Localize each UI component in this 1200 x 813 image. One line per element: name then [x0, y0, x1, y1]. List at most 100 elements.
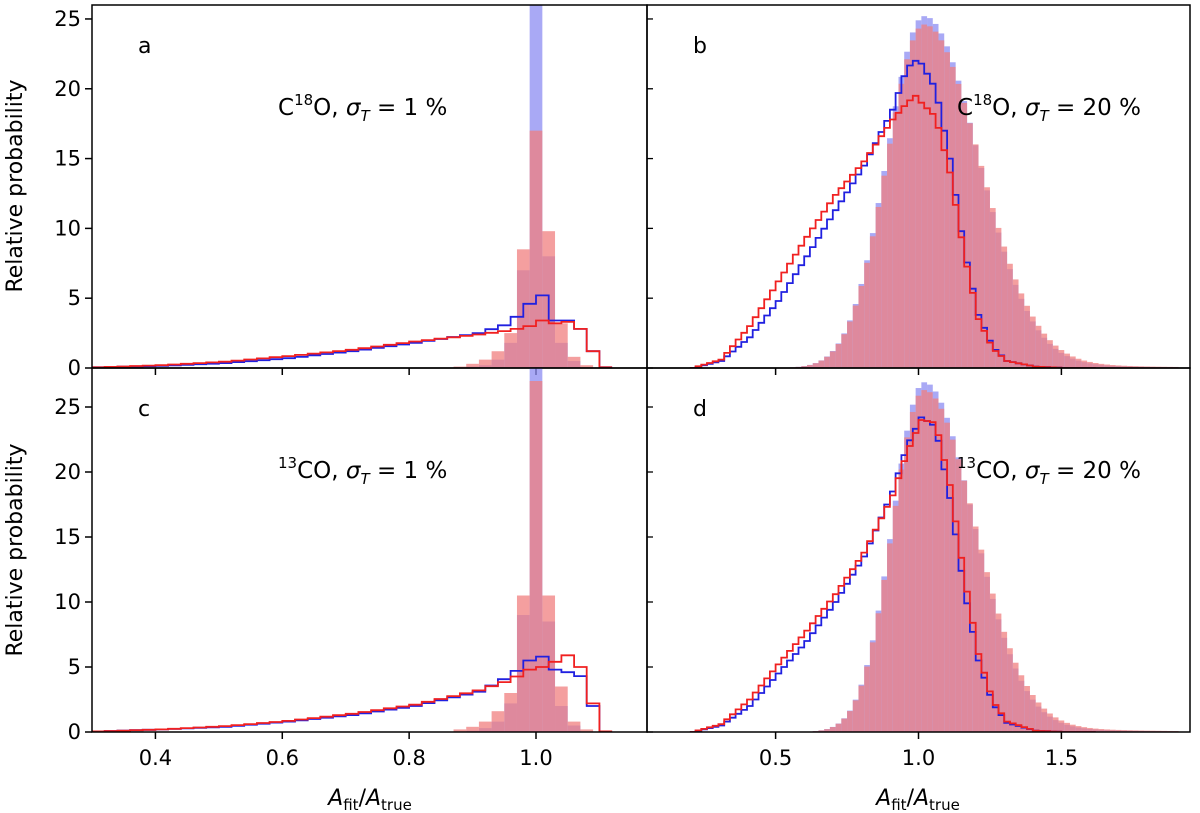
x-tick-label-d: 1.0	[902, 746, 935, 770]
bar-red-d	[818, 730, 825, 732]
bar-red-d	[1069, 724, 1076, 732]
bar-red-c	[478, 721, 492, 732]
bar-red-b	[847, 321, 853, 368]
bar-red-d	[989, 593, 996, 732]
y-axis-label-top: Relative probability	[3, 79, 28, 292]
bar-red-b	[812, 363, 819, 368]
annotation-value: = 1 %	[370, 95, 448, 121]
bar-red-b	[938, 40, 945, 368]
bar-red-c	[491, 711, 505, 732]
bar-red-b	[841, 334, 848, 368]
y-tick-label-c: 5	[68, 655, 81, 679]
bar-red-b	[1081, 360, 1088, 368]
bar-red-d	[1029, 695, 1036, 732]
annotation-c: 13CO, σT = 1 %	[278, 454, 447, 488]
x-label-main: A	[326, 786, 343, 811]
bar-red-b	[892, 112, 899, 368]
bar-red-d	[955, 459, 962, 732]
bar-red-d	[921, 390, 928, 732]
bar-red-b	[1024, 305, 1030, 368]
x-tick-label-c: 0.6	[266, 746, 299, 770]
bar-red-b	[1018, 293, 1025, 368]
bar-red-d	[1127, 730, 1133, 732]
plot-area-b	[689, 16, 1179, 368]
annotation-value: = 1 %	[370, 458, 448, 484]
bar-red-d	[847, 711, 853, 732]
bar-red-c	[453, 729, 467, 732]
y-tick-label-a: 25	[54, 7, 81, 31]
x-label-sub1: fit	[891, 796, 906, 813]
bar-red-d	[1081, 727, 1088, 732]
y-axis-label-bottom: Relative probability	[3, 443, 28, 656]
bar-red-d	[875, 613, 882, 732]
annotation-sigma-sub: T	[1039, 107, 1050, 125]
x-label-main2: A	[912, 786, 929, 811]
bar-red-b	[1012, 279, 1019, 368]
annotation-suffix: CO,	[976, 458, 1017, 484]
bar-red-b	[921, 24, 928, 368]
y-tick-label-c: 15	[54, 525, 81, 549]
annotation-a: C18O, σT = 1 %	[278, 91, 447, 125]
bar-red-a	[567, 356, 581, 368]
y-tick-label-a: 15	[54, 147, 81, 171]
annotation-sigma: σ	[1025, 458, 1041, 484]
bar-red-b	[818, 360, 825, 368]
annotation-prefix: C	[957, 95, 973, 121]
x-label-sub2: true	[381, 796, 412, 813]
bar-red-d	[864, 666, 870, 732]
annotation-sigma-sub: T	[360, 107, 371, 125]
annotation-suffix: CO,	[297, 458, 338, 484]
bar-red-d	[829, 727, 836, 732]
bar-red-d	[835, 723, 842, 732]
bar-red-a	[504, 333, 517, 368]
bar-red-b	[1035, 325, 1042, 368]
x-tick-label-c: 0.4	[139, 746, 172, 770]
x-tick-label-c: 1.0	[519, 746, 552, 770]
bar-red-b	[1058, 350, 1065, 368]
x-axis-label-left: Afit/Atrue	[326, 786, 412, 813]
bar-red-d	[1012, 662, 1019, 732]
bar-red-c	[504, 693, 517, 732]
x-tick-label-c: 0.8	[392, 746, 425, 770]
bar-red-b	[887, 143, 893, 368]
annotation-value: = 20 %	[1049, 458, 1141, 484]
bar-red-b	[869, 236, 876, 368]
plot-area-a	[92, 5, 613, 368]
bar-red-b	[1144, 366, 1150, 368]
x-tick-label-d: 1.5	[1045, 746, 1078, 770]
bar-red-b	[927, 26, 933, 368]
x-label-sub1: fit	[343, 796, 358, 813]
bar-red-b	[1092, 363, 1099, 368]
bar-red-b	[995, 227, 1002, 368]
line-red-d	[689, 419, 1096, 732]
bar-red-b	[1069, 356, 1076, 368]
bar-red-d	[841, 718, 848, 732]
annotation-sigma: σ	[346, 458, 362, 484]
y-tick-label-a: 5	[68, 286, 81, 310]
bar-red-b	[909, 40, 916, 368]
bar-red-b	[944, 52, 950, 368]
panel-frame-a	[91, 4, 648, 369]
y-tick-label-a: 0	[68, 356, 81, 380]
bar-red-b	[1115, 365, 1122, 368]
bar-red-d	[887, 543, 893, 732]
bar-red-d	[1132, 730, 1139, 732]
bar-red-d	[881, 579, 888, 732]
plot-area-c	[92, 368, 613, 732]
bar-red-d	[1098, 729, 1105, 732]
x-label-sep: /	[907, 786, 915, 811]
bar-red-d	[949, 439, 956, 732]
bar-red-d	[1087, 727, 1093, 732]
bar-red-d	[1001, 631, 1008, 732]
panel-letter-a: a	[138, 34, 151, 59]
bar-red-d	[1115, 729, 1122, 732]
panel-c: 0 5 10 15 20 25 0.4 0.6 0.8 1.0 c 13CO, σT = 1 %	[54, 367, 648, 770]
annotation-sup: 13	[278, 454, 297, 472]
bar-red-c	[567, 721, 581, 732]
bar-red-b	[898, 83, 905, 368]
bar-red-b	[1064, 353, 1070, 368]
x-label-main: A	[874, 786, 891, 811]
bar-red-d	[978, 549, 985, 732]
bar-red-c	[466, 726, 479, 732]
